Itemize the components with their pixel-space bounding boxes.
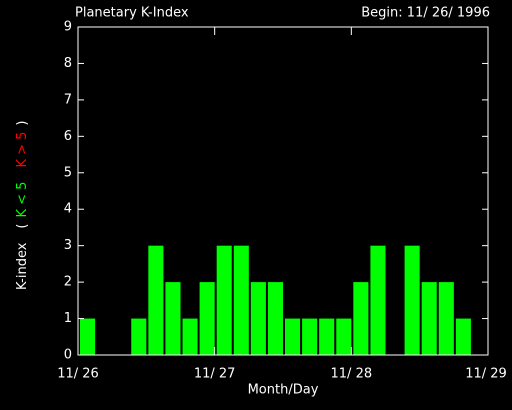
y-tick-label: 3	[64, 238, 72, 253]
legend-entry: K > 5	[15, 132, 30, 168]
bar	[285, 318, 301, 355]
y-tick-label: 7	[64, 92, 72, 107]
legend-entry: K < 5	[15, 182, 30, 218]
plot-frame	[77, 26, 489, 356]
y-legend-open: (	[15, 224, 30, 229]
y-tick-label: 8	[64, 56, 72, 71]
y-tick-label: 1	[64, 311, 72, 326]
y-axis-label: K-index ( K < 5 K > 5)	[15, 121, 30, 290]
bar	[302, 318, 318, 355]
chart-title: Planetary K-Index	[75, 6, 189, 21]
y-tick-label: 5	[64, 165, 72, 180]
bar	[131, 318, 147, 355]
y-axis-label-group: K-index ( K < 5 K > 5)	[15, 121, 30, 290]
x-tick-label: 11/ 29	[465, 367, 507, 382]
x-tick-label: 11/ 27	[194, 367, 236, 382]
bar	[182, 318, 198, 355]
y-legend-close: )	[15, 121, 30, 126]
bar	[148, 245, 164, 355]
bar	[165, 282, 181, 355]
bar	[370, 245, 386, 355]
bar	[438, 282, 454, 355]
bar	[455, 318, 471, 355]
bar	[404, 245, 420, 355]
bar	[353, 282, 369, 355]
bar	[233, 245, 249, 355]
bar	[319, 318, 335, 355]
bar	[80, 318, 96, 355]
bar	[250, 282, 266, 355]
bar	[199, 282, 215, 355]
chart-subtitle: Begin: 11/ 26/ 1996	[361, 6, 490, 21]
y-tick-label: 4	[64, 202, 72, 217]
y-tick-label: 0	[64, 348, 72, 363]
y-axis-label-text: K-index	[15, 242, 30, 290]
bar	[421, 282, 437, 355]
x-tick-label: 11/ 28	[331, 367, 373, 382]
bar	[267, 282, 283, 355]
y-tick-label: 6	[64, 129, 72, 144]
x-tick-label: 11/ 26	[57, 367, 99, 382]
y-tick-label: 9	[64, 20, 72, 35]
bar	[216, 245, 232, 355]
y-tick-label: 2	[64, 275, 72, 290]
x-axis-label: Month/Day	[248, 383, 319, 398]
bar	[336, 318, 352, 355]
